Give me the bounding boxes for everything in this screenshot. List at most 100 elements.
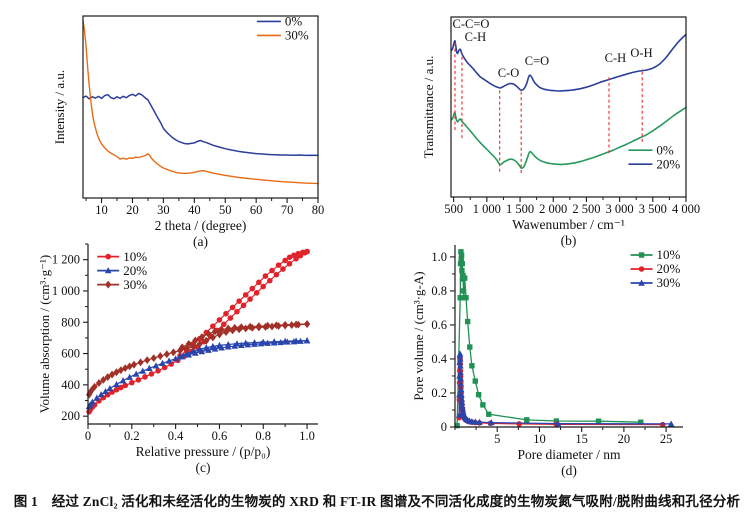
chart-text: 5 [494, 432, 500, 446]
triangle-marker [119, 377, 127, 384]
diamond-marker [170, 348, 177, 357]
triangle-marker [224, 340, 232, 348]
diamond-marker [87, 388, 94, 397]
circle-marker [249, 285, 256, 292]
plot-border [82, 15, 319, 199]
square-marker [462, 275, 468, 281]
circle-marker [216, 317, 223, 323]
square-marker [480, 402, 486, 408]
triangle-marker [242, 339, 250, 346]
legend-label: 20% [657, 261, 681, 276]
circle-marker [142, 374, 148, 380]
square-marker [469, 363, 475, 369]
legend-label: 30% [285, 28, 309, 43]
legend-label: 20% [123, 263, 147, 278]
triangle-marker [459, 405, 466, 412]
chart-text: 0 [441, 420, 447, 434]
diamond-marker [157, 352, 164, 360]
chart-b-canvas: 500 1 000 1 500 2 000 2 500 3 000 3 500 4 000 Wa… [421, 16, 700, 248]
diamond-marker [282, 320, 289, 329]
circle-marker [122, 382, 129, 389]
triangle-marker [457, 375, 465, 382]
circle-marker [638, 266, 645, 272]
chart-text: 0 [85, 429, 91, 443]
triangle-marker [458, 402, 466, 409]
square-marker [524, 417, 530, 423]
circle-marker [273, 271, 280, 278]
triangle-marker [102, 387, 109, 395]
circle-marker [113, 386, 120, 393]
chart-text: 70 [281, 203, 294, 217]
triangle-marker [97, 391, 105, 398]
circle-marker [210, 323, 216, 329]
chart-text: 400 [61, 378, 80, 392]
square-marker [457, 295, 463, 301]
chart-text: 0.2 [431, 386, 447, 400]
triangle-marker [458, 391, 465, 398]
triangle-marker [456, 358, 464, 366]
figure-caption: 图 1 经过 ZnCl₂ 活化和未经活化的生物炭的 XRD 和 FT-IR 图谱… [0, 490, 754, 510]
circle-marker [286, 254, 293, 261]
legend-label: 0% [656, 142, 674, 157]
diamond-marker [196, 339, 203, 348]
plot-border [450, 16, 687, 198]
square-marker [460, 288, 467, 294]
legend-label: 30% [123, 277, 147, 292]
chart-text: (c) [196, 460, 211, 475]
square-marker [458, 252, 465, 258]
chart-text: 2 500 [572, 202, 600, 216]
triangle-marker [457, 369, 464, 376]
chart-text: 2 theta / (degree) [155, 218, 247, 233]
chart-text: 30 [157, 203, 170, 217]
circle-marker [262, 273, 269, 279]
diamond-marker [262, 323, 269, 331]
y-axis-label: Intensity / a.u. [52, 70, 67, 144]
diamond-marker [264, 321, 271, 330]
chart-text: 20 [618, 432, 631, 446]
legend-label: 10% [123, 249, 147, 264]
triangle-marker [172, 355, 179, 362]
legend-label: 0% [285, 14, 303, 29]
triangle-marker [176, 353, 184, 360]
circle-marker [161, 364, 168, 371]
chart-b-ftir: 500 1 000 1 500 2 000 2 500 3 000 3 500 4 000 Wa… [377, 0, 754, 250]
circle-marker [295, 250, 302, 257]
circle-marker [247, 296, 253, 302]
circle-marker [260, 283, 267, 290]
circle-marker [234, 308, 240, 315]
chart-text: 0.2 [124, 429, 140, 443]
chart-text: 15 [575, 432, 588, 446]
square-marker [553, 418, 560, 424]
chart-text: 1 000 [473, 202, 501, 216]
triangle-marker [146, 364, 153, 371]
chart-text: Wawenumber / cm⁻¹ [512, 217, 625, 232]
triangle-marker [189, 347, 197, 354]
circle-marker [304, 248, 310, 255]
diamond-marker [179, 343, 186, 352]
caption-text: 图 1 经过 ZnCl₂ 活化和未经活化的生物炭的 XRD 和 FT-IR 图谱… [13, 494, 741, 509]
circle-marker [148, 371, 155, 377]
triangle-marker [113, 380, 120, 388]
circle-marker [299, 249, 306, 256]
triangle-marker [202, 344, 210, 351]
square-marker [459, 267, 465, 274]
diamond-marker [203, 336, 210, 345]
circle-marker [129, 379, 135, 386]
square-marker [472, 378, 478, 384]
diamond-marker [144, 356, 151, 365]
circle-marker [516, 421, 522, 427]
chart-text: 1 000 [52, 284, 80, 298]
diamond-marker [303, 320, 311, 328]
chart-text: (b) [561, 233, 577, 248]
diamond-marker [91, 382, 98, 391]
square-marker [454, 422, 460, 429]
chart-text: 25 [660, 432, 673, 446]
diamond-marker [137, 358, 144, 367]
diamond-marker [205, 329, 212, 338]
triangle-marker [89, 398, 96, 405]
chart-d-canvas: 5 10 15 20 25 0 0.2 0.4 0.6 0.8 1.0 Pore diameter /… [411, 245, 683, 478]
chart-text: C-O [498, 66, 520, 80]
diamond-marker [255, 322, 262, 331]
chart-text: 3 500 [639, 202, 667, 216]
diamond-marker [95, 379, 103, 387]
